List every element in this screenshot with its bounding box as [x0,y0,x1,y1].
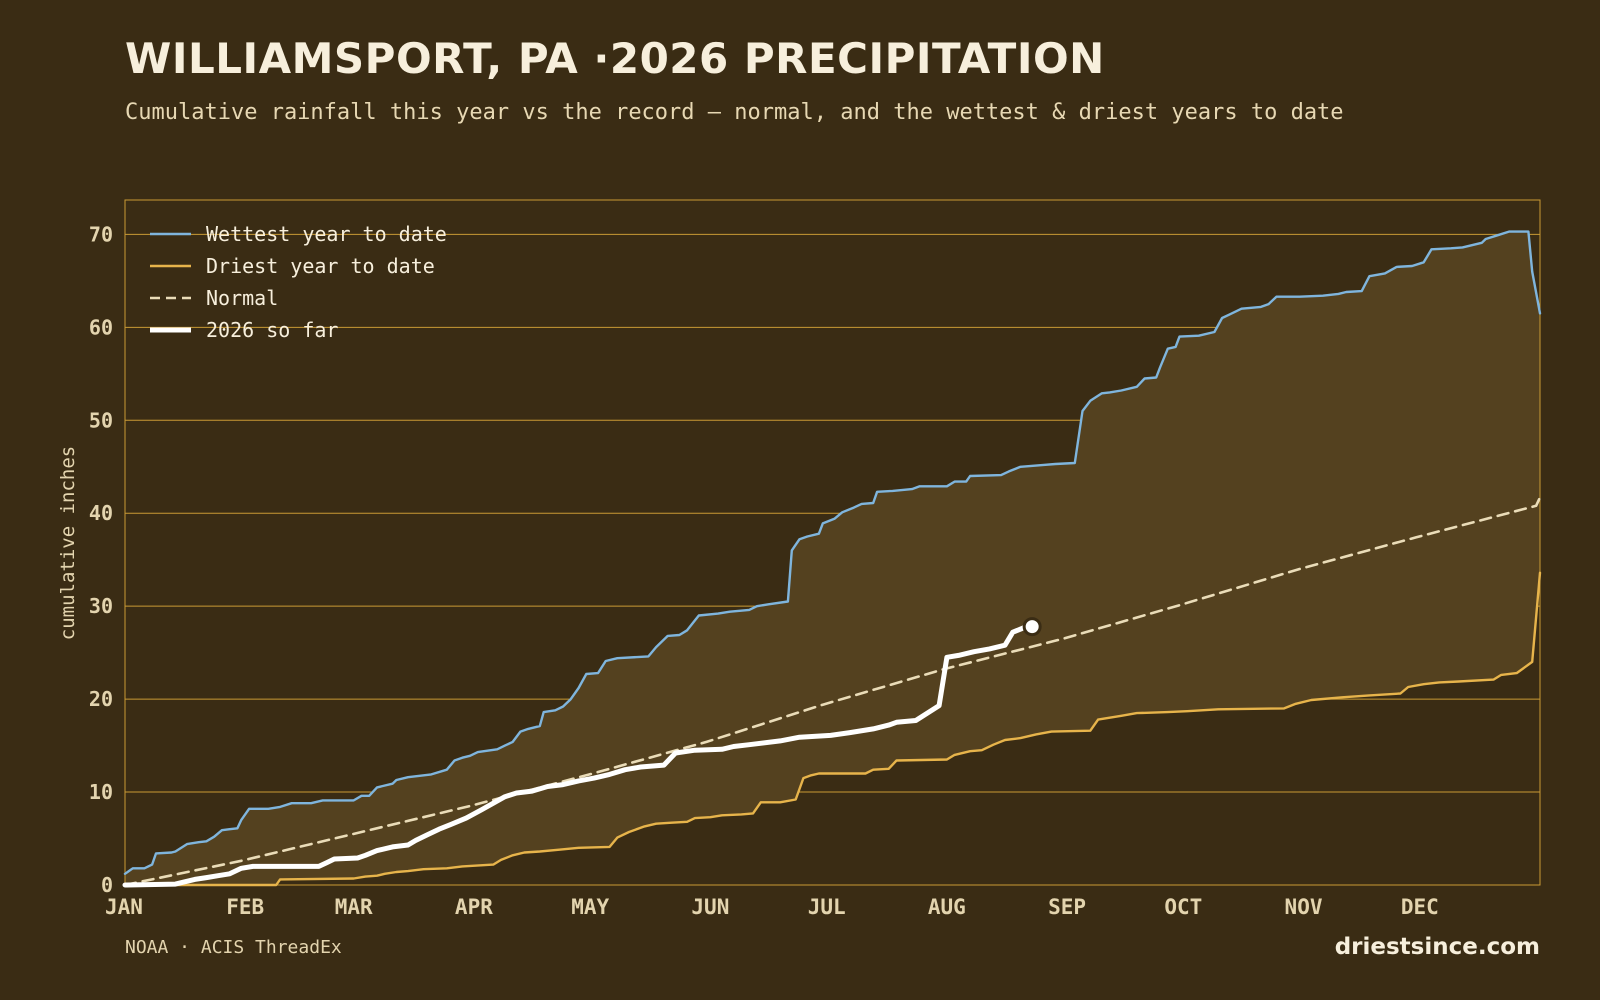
page-subtitle: Cumulative rainfall this year vs the rec… [125,100,1344,125]
y-axis-ticks: 0 10 20 30 40 50 60 70 [89,222,113,897]
legend-label: Driest year to date [206,254,435,278]
wettest-year-to-dateline [123,230,1542,875]
x-tick-label-jan: JAN [105,895,143,919]
current-day-marker [1022,617,1042,637]
page-title: WILLIAMSPORT, PA ·2026 PRECIPITATION [125,34,1105,83]
normalline [123,496,1542,887]
x-tick-label-jul: JUL [808,895,846,919]
y-tick-label: 40 [89,501,113,525]
y-tick-label: 50 [89,408,113,432]
series-lines [122,230,1542,888]
plot-frame [124,199,1541,886]
x-tick-label-apr: APR [455,895,493,919]
y-tick-label: 30 [89,594,113,618]
y-tick-label: 20 [89,687,113,711]
y-tick-label: 10 [89,780,113,804]
x-tick-label-oct: OCT [1164,895,1202,919]
x-tick-label-dec: DEC [1401,895,1439,919]
x-tick-label-aug: AUG [928,895,966,919]
x-tick-label-mar: MAR [335,895,373,919]
legend-label: Normal [206,286,278,310]
y-axis-label: cumulative inches [57,446,79,640]
record-band [125,231,1540,886]
driest-year-to-dateline [123,571,1542,887]
x-tick-label-jun: JUN [691,895,729,919]
y-tick-label: 0 [101,873,113,897]
x-tick-label-feb: FEB [226,895,264,919]
data-source: NOAA · ACIS ThreadEx [125,937,342,958]
x-tick-label-may: MAY [571,895,609,919]
legend-label: Wettest year to date [206,222,447,246]
site-link[interactable]: driestsince.com [1334,934,1540,960]
x-tick-label-sep: SEP [1048,895,1086,919]
legend-label: 2026 so far [206,318,338,342]
y-tick-label: 70 [89,222,113,246]
x-tick-label-nov: NOV [1285,895,1323,919]
legend: Wettest year to date Driest year to date N… [150,222,447,342]
x-axis-ticks: JAN FEB MAR APR MAY JUN JUL AUG SEP OCT NOV DEC [105,895,1439,919]
2026-so-farline [122,625,1027,888]
y-tick-label: 60 [89,315,113,339]
